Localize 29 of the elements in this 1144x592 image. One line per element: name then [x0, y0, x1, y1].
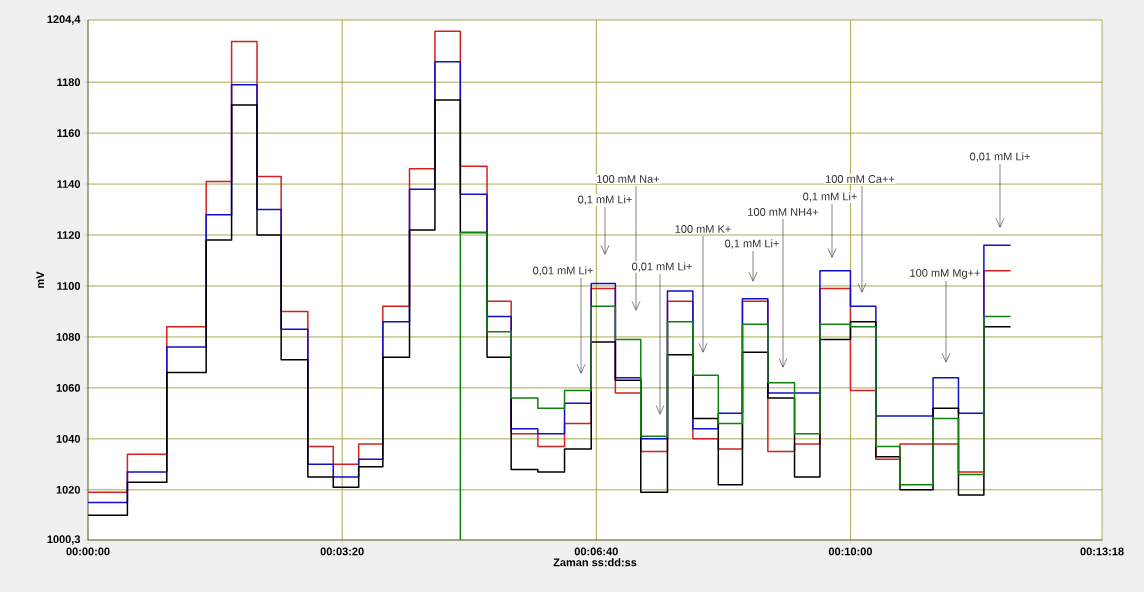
annotation: 100 mM Mg++: [910, 269, 980, 279]
x-tick-label: 00:13:18: [1080, 547, 1124, 556]
x-tick-label: 00:00:00: [66, 547, 110, 556]
annotation: 0,01 mM Li+: [533, 266, 593, 276]
annotation: 100 mM Ca++: [825, 175, 895, 183]
y-tick-label: 1040: [56, 434, 81, 443]
y-tick-label: 1080: [56, 333, 81, 341]
annotation: 0,01 mM Li+: [632, 262, 692, 272]
y-tick-label: 1060: [56, 384, 81, 392]
y-axis-title: mV: [36, 271, 44, 288]
annotation: 100 mM Na+: [597, 175, 660, 183]
annotation: 0,1 mM Li+: [725, 239, 779, 249]
x-tick-label: 00:03:20: [320, 547, 364, 556]
y-tick-label: 1100: [57, 282, 81, 290]
x-tick-label: 00:10:00: [828, 547, 872, 556]
x-axis-title: Zaman ss:dd:ss: [553, 558, 637, 567]
annotation: 0,01 mM Li+: [970, 152, 1030, 162]
x-tick-label: 00:06:40: [574, 547, 618, 556]
y-tick-label: 1120: [57, 231, 81, 239]
y-tick-label: 1020: [56, 485, 81, 494]
annotation: 100 mM NH4+: [748, 208, 819, 216]
annotation: 0,1 mM Li+: [578, 195, 632, 205]
y-tick-label: 1160: [57, 129, 81, 138]
annotation: 0,1 mM Li+: [803, 192, 857, 202]
y-tick-label: 1000,3: [47, 535, 81, 545]
annotation: 100 mM K+: [675, 225, 731, 233]
y-tick-label: 1180: [57, 78, 81, 87]
y-tick-label: 1204,4: [47, 15, 81, 25]
y-tick-label: 1140: [57, 180, 81, 188]
